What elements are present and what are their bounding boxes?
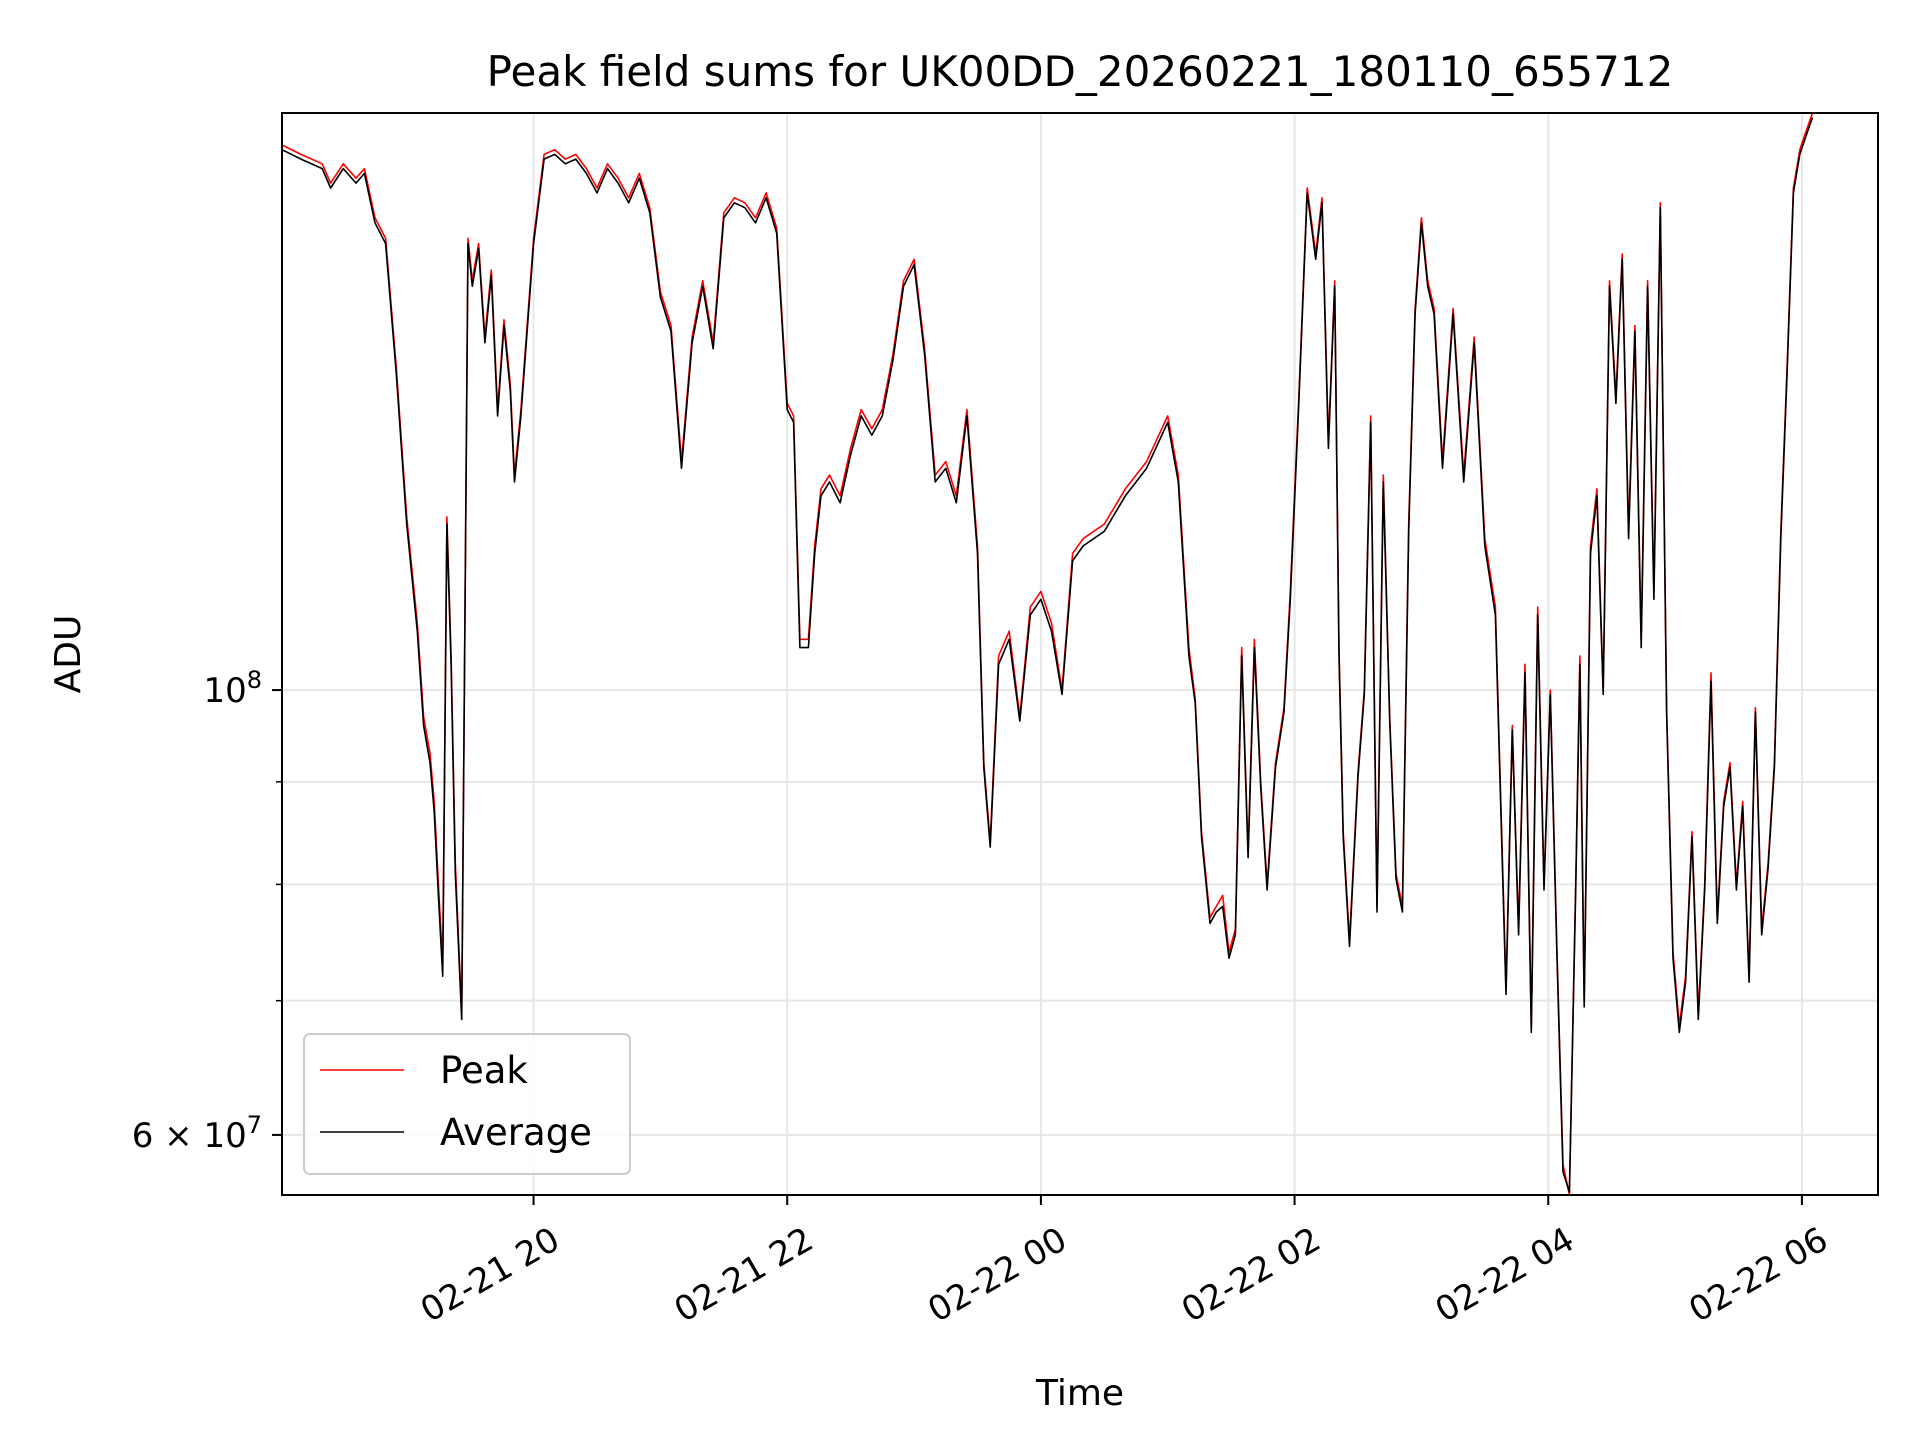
y-axis-label: ADU [48,615,89,694]
grid-lines [282,113,1878,1195]
x-axis-label: Time [1035,1373,1124,1414]
series-line-average [281,117,1814,1193]
legend: Peak Average [303,1033,631,1175]
chart-title: Peak field sums for UK00DD_20260221_1801… [487,47,1674,96]
legend-box [303,1033,631,1175]
plot-frame [281,112,1879,1196]
series-layer [281,112,1814,1196]
y-tick-label: 6 × 107 [132,1111,262,1156]
legend-label-peak: Peak [440,1049,528,1092]
legend-label-average: Average [440,1111,592,1154]
